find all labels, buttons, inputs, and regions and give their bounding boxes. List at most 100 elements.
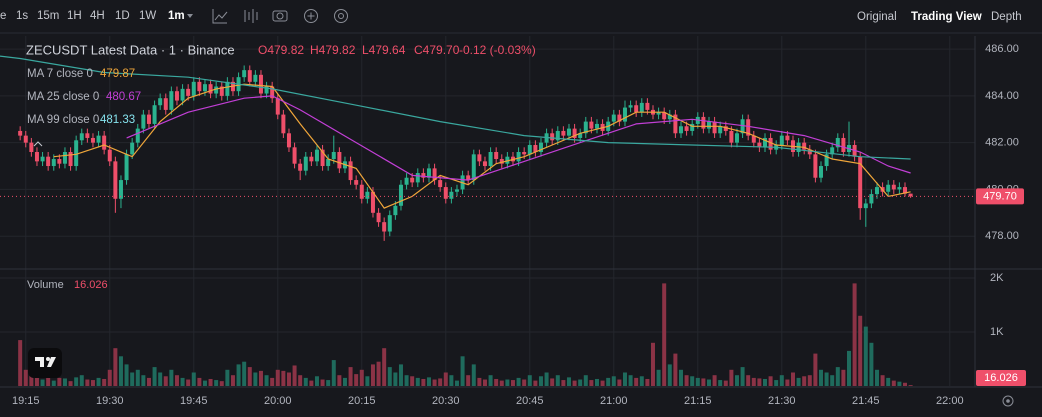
candle-icon[interactable] xyxy=(244,9,258,23)
interval[interactable]: 1H xyxy=(67,10,82,22)
view-tab[interactable]: Original xyxy=(857,11,897,23)
candle-body xyxy=(527,144,532,155)
candle-body xyxy=(639,102,644,113)
candle-body xyxy=(561,130,566,136)
volume-bar xyxy=(729,369,734,386)
volume-bar xyxy=(421,378,426,386)
volume-bar xyxy=(886,377,891,386)
volume-bar xyxy=(74,377,79,386)
volume-bar xyxy=(684,375,689,386)
volume-bar xyxy=(286,372,291,386)
candle-body xyxy=(516,152,521,162)
volume-bar xyxy=(740,367,745,386)
candle-body xyxy=(68,152,73,167)
candle-body xyxy=(23,135,28,143)
legend: ZECUSDT Latest Data · 1 · Binance O479.8… xyxy=(26,42,536,290)
volume-bar xyxy=(830,375,835,386)
candle-body xyxy=(270,86,275,99)
candle-body xyxy=(219,86,224,96)
volume-bar xyxy=(359,369,364,386)
volume-bar xyxy=(908,385,913,386)
candle-body xyxy=(158,98,163,106)
volume-bar xyxy=(902,382,907,386)
x-tick-label: 21:30 xyxy=(768,395,796,407)
candle-body xyxy=(712,121,717,134)
moving-average-line xyxy=(53,83,911,209)
interval[interactable]: 15m xyxy=(37,10,59,22)
candle-body xyxy=(326,159,331,167)
candle-body xyxy=(202,84,207,92)
candle-body xyxy=(729,130,734,143)
volume-bar xyxy=(90,380,95,386)
volume-bar xyxy=(891,380,896,386)
collapse-arrow[interactable] xyxy=(33,141,43,147)
interval[interactable]: 4H xyxy=(90,10,105,22)
interval[interactable]: 1D xyxy=(115,10,130,22)
volume-bar xyxy=(107,369,112,386)
candle-body xyxy=(242,70,247,78)
volume-bar xyxy=(768,376,773,386)
volume-bar xyxy=(174,375,179,386)
ma-value: 481.33 xyxy=(100,114,135,126)
volume-bar xyxy=(62,378,67,386)
dropdown-icon[interactable] xyxy=(187,14,193,18)
settings-icon[interactable] xyxy=(334,9,348,23)
volume-bar xyxy=(482,379,487,386)
candle-body xyxy=(499,159,504,164)
volume-bar xyxy=(460,356,465,386)
candle-body xyxy=(449,191,454,199)
candle-body xyxy=(611,114,616,122)
volume-bar xyxy=(309,380,314,386)
volume-bar xyxy=(438,378,443,386)
candle-body xyxy=(169,91,174,110)
candle-body xyxy=(247,70,252,82)
volume-bar xyxy=(858,315,863,386)
candle-body xyxy=(768,137,773,150)
candle-body xyxy=(365,191,370,199)
volume-bar xyxy=(645,378,650,386)
candle-body xyxy=(869,194,874,204)
candle-body xyxy=(292,147,297,164)
candle-body xyxy=(331,152,336,160)
x-tick-label: 21:00 xyxy=(600,395,628,407)
volume-bar xyxy=(208,378,213,386)
volume-bar xyxy=(242,361,247,386)
interval-active[interactable]: 1m xyxy=(168,10,185,22)
x-tick-label: 20:15 xyxy=(348,395,376,407)
volume-value: 16.026 xyxy=(74,279,108,291)
candle-body xyxy=(734,133,739,143)
candle-body xyxy=(471,154,476,181)
candle-body xyxy=(410,177,415,183)
view-tab-active[interactable]: Trading View xyxy=(911,11,982,23)
candle-body xyxy=(214,86,219,94)
interval[interactable]: e xyxy=(0,10,6,22)
volume-bar xyxy=(348,367,353,386)
volume-bar xyxy=(790,372,795,386)
volume-bar xyxy=(158,372,163,386)
x-tick-label: 22:00 xyxy=(936,395,964,407)
candle-body xyxy=(690,123,695,131)
candle-body xyxy=(29,142,34,152)
candle-body xyxy=(477,154,482,162)
candle-body xyxy=(835,137,840,148)
grid: 19:15 19:30 19:45 20:00 20:15 20:30 20:45 21:00… xyxy=(0,36,1019,407)
camera-icon[interactable] xyxy=(272,10,288,22)
candle-body xyxy=(746,119,751,136)
add-icon[interactable] xyxy=(304,9,318,23)
volume-bar xyxy=(628,375,633,386)
volume-bar xyxy=(275,369,280,386)
volume-bar xyxy=(572,380,577,386)
ohlc-close: C479.70 xyxy=(414,43,460,57)
interval[interactable]: 1s xyxy=(16,10,28,22)
view-tab[interactable]: Depth xyxy=(991,11,1022,23)
volume-bar xyxy=(494,378,499,386)
y-tick-label: 478.00 xyxy=(985,230,1019,242)
axis-settings-icon[interactable] xyxy=(1002,395,1014,407)
volume-bar xyxy=(186,379,191,386)
volume-bar xyxy=(197,377,202,386)
volume-bar xyxy=(191,372,196,386)
indicator-icon[interactable] xyxy=(212,9,228,24)
volume-bar xyxy=(247,367,252,386)
settings-icon-core xyxy=(338,13,344,19)
interval[interactable]: 1W xyxy=(139,10,156,22)
